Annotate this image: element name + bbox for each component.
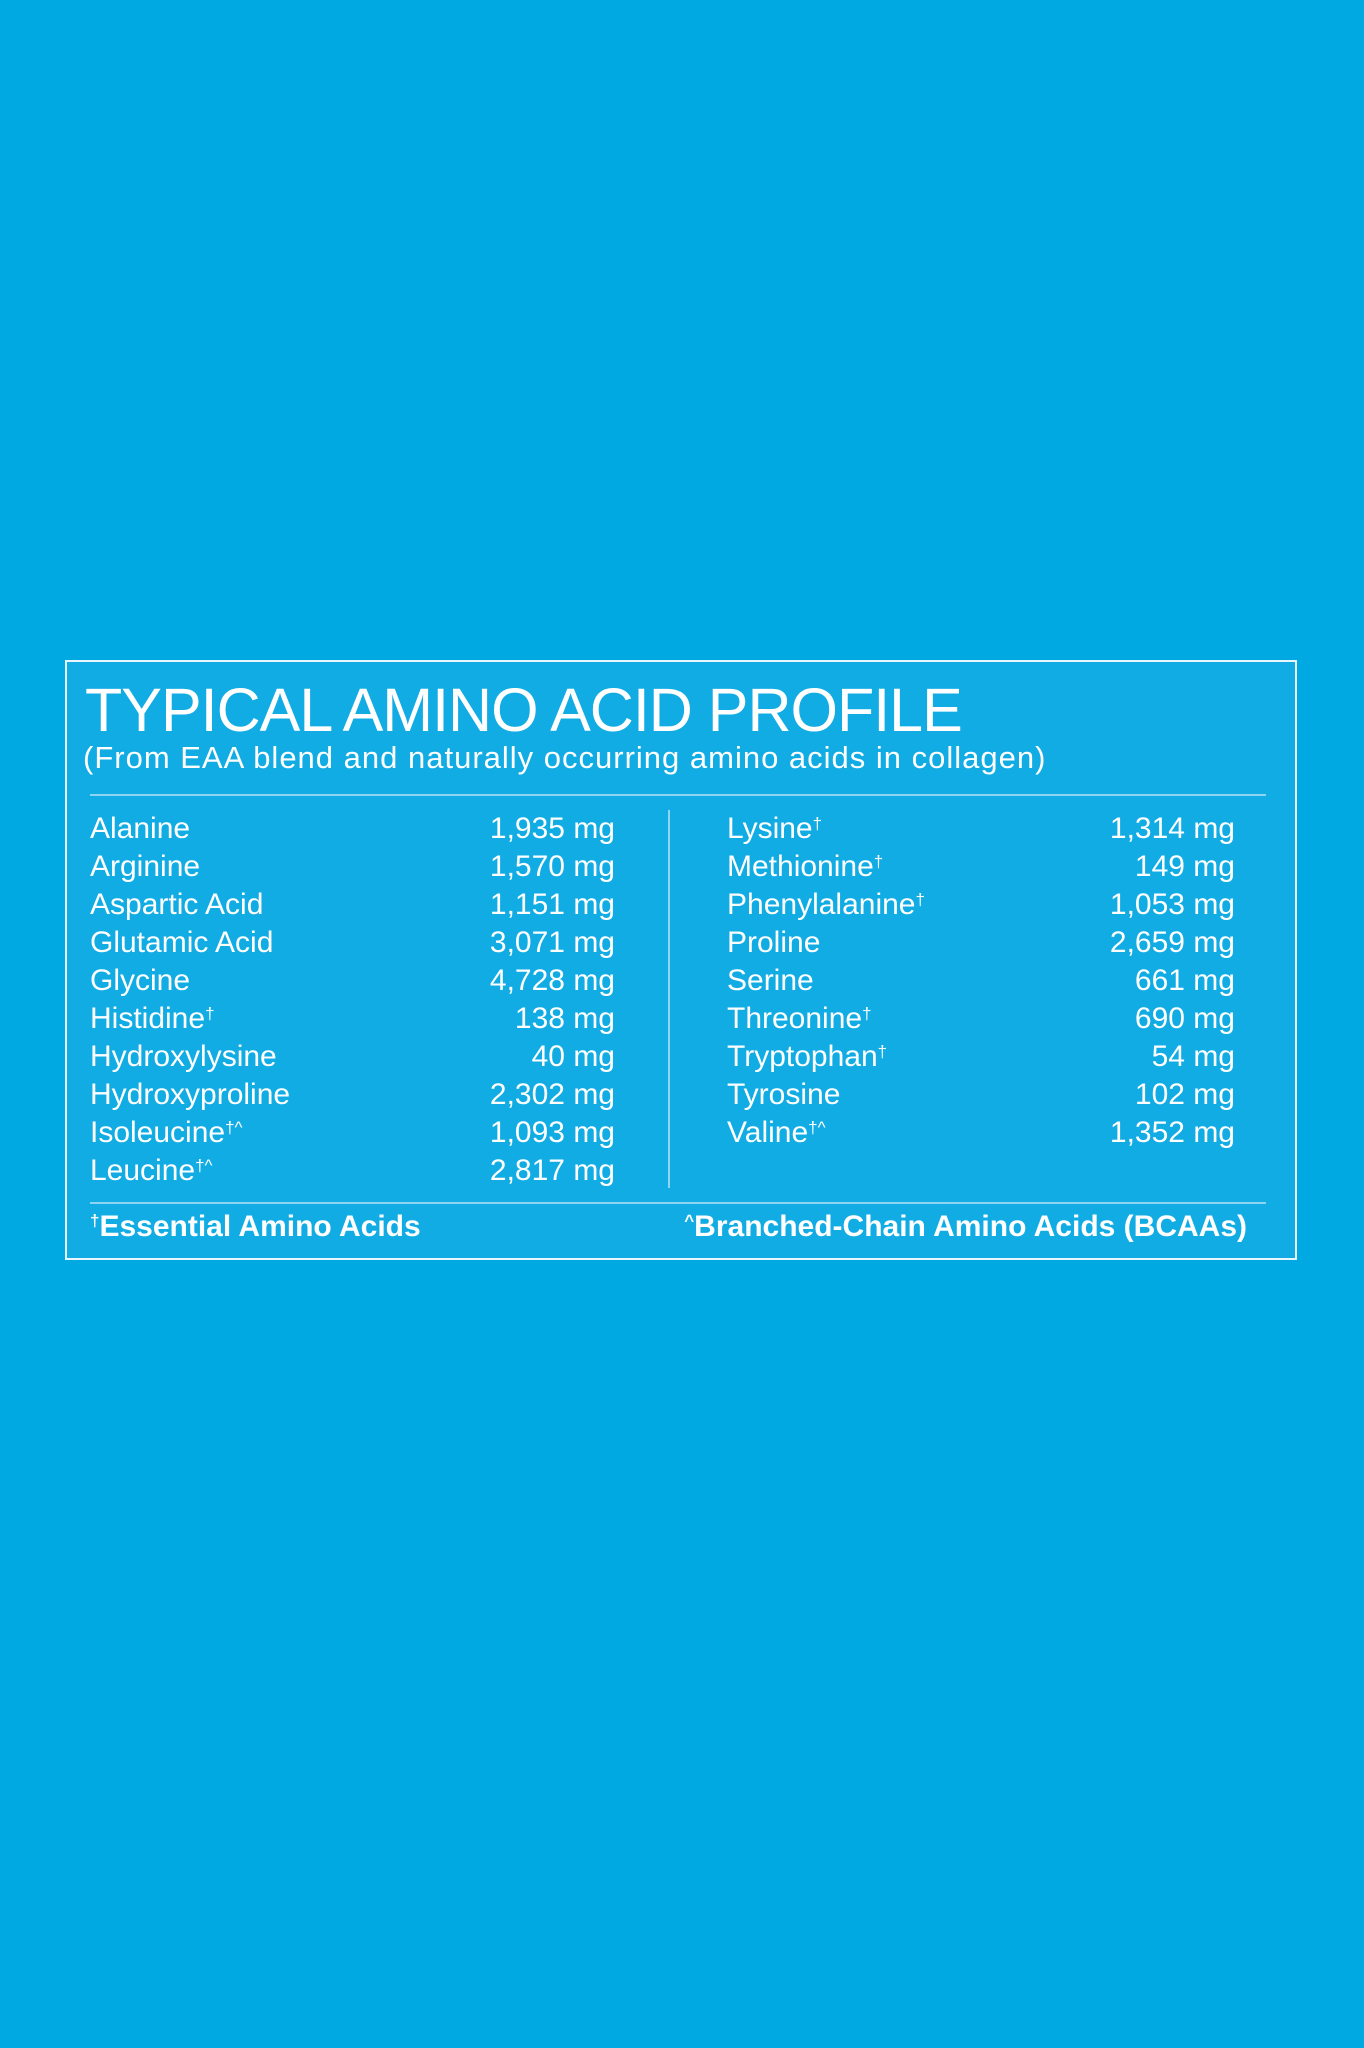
amino-acid-row: Alanine 1,935 mg <box>90 810 615 848</box>
amino-acid-mark: †^ <box>195 1156 213 1175</box>
amino-acid-value: 54 mg <box>1151 1040 1235 1073</box>
amino-acid-value: 138 mg <box>514 1002 615 1035</box>
amino-acid-value: 1,053 mg <box>1109 888 1235 921</box>
amino-acid-value: 1,570 mg <box>489 850 615 883</box>
amino-acid-value: 3,071 mg <box>489 926 615 959</box>
amino-acid-name: Alanine <box>90 812 191 845</box>
amino-acid-name: Hydroxyproline <box>90 1078 291 1111</box>
amino-acid-value: 1,352 mg <box>1109 1116 1235 1149</box>
amino-acid-row: Proline 2,659 mg <box>727 924 1235 962</box>
amino-acid-row: Aspartic Acid 1,151 mg <box>90 886 615 924</box>
amino-acid-name: Hydroxylysine <box>90 1040 277 1073</box>
right-column: Lysine† 1,314 mg Methionine† 149 mg Phenylal… <box>727 810 1235 1152</box>
amino-acid-value: 2,302 mg <box>489 1078 615 1111</box>
amino-acid-name: Isoleucine†^ <box>90 1116 243 1149</box>
amino-acid-name: Glutamic Acid <box>90 926 274 959</box>
amino-acid-row: Threonine† 690 mg <box>727 1000 1235 1038</box>
footnote-bcaa: ^Branched-Chain Amino Acids (BCAAs) <box>684 1212 1247 1242</box>
amino-acid-row: Arginine 1,570 mg <box>90 848 615 886</box>
column-divider <box>668 810 670 1188</box>
amino-acid-name: Serine <box>727 964 814 997</box>
amino-acid-name: Tyrosine <box>727 1078 841 1111</box>
left-column: Alanine 1,935 mg Arginine 1,570 mg Aspartic … <box>90 810 615 1190</box>
amino-acid-mark: † <box>812 814 823 833</box>
amino-acid-value: 1,093 mg <box>489 1116 615 1149</box>
amino-acid-name: Aspartic Acid <box>90 888 264 921</box>
amino-acid-row: Histidine† 138 mg <box>90 1000 615 1038</box>
panel-subtitle: (From EAA blend and naturally occurring … <box>83 740 1047 775</box>
amino-acid-row: Hydroxylysine 40 mg <box>90 1038 615 1076</box>
amino-acid-row: Tryptophan† 54 mg <box>727 1038 1235 1076</box>
amino-acid-row: Valine†^ 1,352 mg <box>727 1114 1235 1152</box>
amino-acid-row: Serine 661 mg <box>727 962 1235 1000</box>
amino-acid-value: 1,151 mg <box>489 888 615 921</box>
amino-acid-row: Glutamic Acid 3,071 mg <box>90 924 615 962</box>
footnote-essential: †Essential Amino Acids <box>90 1212 421 1242</box>
amino-acid-mark: †^ <box>225 1118 243 1137</box>
amino-acid-value: 149 mg <box>1134 850 1235 883</box>
amino-acid-name: Histidine† <box>90 1002 215 1035</box>
amino-acid-row: Lysine† 1,314 mg <box>727 810 1235 848</box>
amino-acid-name: Lysine† <box>727 812 823 845</box>
caret-mark: ^ <box>684 1211 695 1230</box>
amino-acid-name: Glycine <box>90 964 191 997</box>
amino-acid-mark: † <box>205 1004 215 1023</box>
amino-acid-name: Methionine† <box>727 850 884 883</box>
amino-acid-value: 2,659 mg <box>1109 926 1235 959</box>
top-divider <box>90 794 1266 796</box>
bottom-divider <box>90 1202 1266 1204</box>
amino-acid-profile-panel: TYPICAL AMINO ACID PROFILE (From EAA ble… <box>65 660 1297 1260</box>
footnote-bcaa-text: Branched-Chain Amino Acids (BCAAs) <box>694 1210 1247 1243</box>
amino-acid-row: Glycine 4,728 mg <box>90 962 615 1000</box>
amino-acid-mark: †^ <box>808 1118 826 1137</box>
amino-acid-value: 1,314 mg <box>1109 812 1235 845</box>
amino-acid-mark: † <box>862 1004 872 1023</box>
amino-acid-name: Phenylalanine† <box>727 888 925 921</box>
amino-acid-name: Proline <box>727 926 821 959</box>
panel-title: TYPICAL AMINO ACID PROFILE <box>85 676 963 744</box>
amino-acid-name: Arginine <box>90 850 201 883</box>
amino-acid-value: 40 mg <box>531 1040 615 1073</box>
amino-acid-mark: † <box>877 1042 888 1061</box>
amino-acid-value: 661 mg <box>1134 964 1235 997</box>
amino-acid-mark: † <box>873 852 884 871</box>
amino-acid-name: Threonine† <box>727 1002 872 1035</box>
amino-acid-row: Leucine†^ 2,817 mg <box>90 1152 615 1190</box>
amino-acid-value: 102 mg <box>1134 1078 1235 1111</box>
amino-acid-value: 690 mg <box>1134 1002 1235 1035</box>
amino-acid-row: Isoleucine†^ 1,093 mg <box>90 1114 615 1152</box>
amino-acid-row: Hydroxyproline 2,302 mg <box>90 1076 615 1114</box>
amino-acid-name: Valine†^ <box>727 1116 826 1149</box>
amino-acid-value: 4,728 mg <box>489 964 615 997</box>
amino-acid-name: Tryptophan† <box>727 1040 888 1073</box>
amino-acid-row: Methionine† 149 mg <box>727 848 1235 886</box>
amino-acid-value: 2,817 mg <box>489 1154 615 1187</box>
amino-acid-value: 1,935 mg <box>489 812 615 845</box>
footnote-essential-text: Essential Amino Acids <box>99 1210 421 1243</box>
amino-acid-row: Tyrosine 102 mg <box>727 1076 1235 1114</box>
amino-acid-mark: † <box>915 890 925 909</box>
amino-acid-row: Phenylalanine† 1,053 mg <box>727 886 1235 924</box>
dagger-mark: † <box>90 1211 100 1230</box>
amino-acid-name: Leucine†^ <box>90 1154 213 1187</box>
